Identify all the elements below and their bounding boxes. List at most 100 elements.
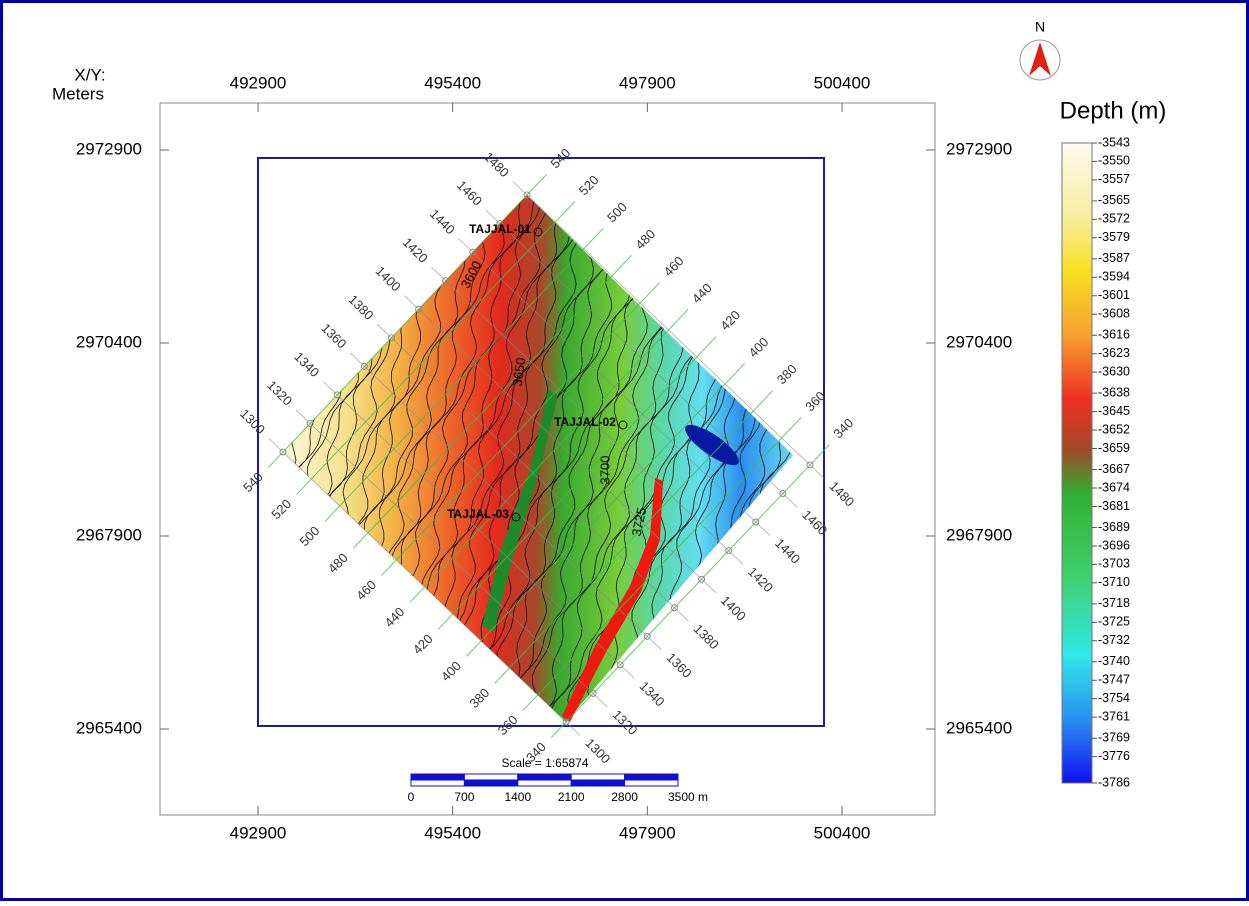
colorbar-label: -3645 — [1098, 404, 1130, 418]
colorbar-label: -3659 — [1098, 441, 1130, 455]
legend-title: Depth (m) — [1060, 97, 1167, 124]
scale-segment — [411, 774, 464, 780]
scale-segment — [625, 774, 678, 780]
scale-label: 700 — [454, 790, 474, 804]
x-tick-label: 492900 — [230, 823, 287, 842]
scale-label: 0 — [408, 790, 415, 804]
crossline-label: 540 — [547, 145, 573, 171]
y-tick-label: 2967900 — [76, 525, 142, 544]
scale-title: Scale = 1:65874 — [501, 756, 588, 770]
crossline-label: 500 — [604, 199, 630, 225]
colorbar-label: -3747 — [1098, 673, 1130, 687]
crossline-label: 380 — [774, 361, 800, 387]
inline-label: 1380 — [346, 292, 377, 323]
colorbar-label: -3732 — [1098, 633, 1130, 647]
inline-label: 1340 — [291, 349, 322, 380]
scale-label: 2100 — [558, 790, 585, 804]
colorbar-label: -3761 — [1098, 709, 1130, 723]
inline-label: 1360 — [318, 320, 349, 351]
colorbar-label: -3718 — [1098, 596, 1130, 610]
inline-label: 1400 — [373, 263, 404, 294]
colorbar-label: -3543 — [1098, 135, 1130, 149]
y-tick-label: 2972900 — [946, 139, 1012, 158]
crossline-label: 520 — [268, 496, 294, 522]
crossline-label: 380 — [466, 685, 492, 711]
inline-label: 1320 — [609, 707, 640, 738]
colorbar-label: -3689 — [1098, 520, 1130, 534]
scale-segment — [625, 780, 678, 786]
scale-segment — [571, 774, 624, 780]
colorbar-label: -3623 — [1098, 346, 1130, 360]
scale-label: 2800 — [611, 790, 638, 804]
colorbar-label: -3630 — [1098, 364, 1130, 378]
inline-label: 1460 — [799, 507, 830, 538]
inline-label: 1320 — [264, 377, 295, 408]
inline-label: 1380 — [691, 621, 722, 652]
y-tick-label: 2970400 — [946, 332, 1012, 351]
inline-label: 1440 — [427, 206, 458, 237]
colorbar-label: -3608 — [1098, 306, 1130, 320]
inline-label: 1300 — [237, 406, 268, 437]
colorbar-label: -3579 — [1098, 230, 1130, 244]
crossline-label: 520 — [576, 172, 602, 198]
colorbar-label: -3681 — [1098, 499, 1130, 513]
colorbar-label: -3594 — [1098, 270, 1130, 284]
colorbar-label: -3776 — [1098, 749, 1130, 763]
corner-label: Meters — [52, 84, 104, 103]
colorbar-label: -3616 — [1098, 328, 1130, 342]
crossline-label: 340 — [830, 415, 856, 441]
colorbar-label: -3769 — [1098, 731, 1130, 745]
inline-label: 1400 — [718, 593, 749, 624]
scale-segment — [571, 780, 624, 786]
inline-label: 1480 — [481, 149, 512, 180]
crossline-label: 480 — [325, 550, 351, 576]
colorbar-label: -3572 — [1098, 212, 1130, 226]
crossline-label: 360 — [495, 712, 521, 738]
x-tick-label: 497900 — [619, 73, 676, 92]
x-tick-label: 495400 — [424, 823, 481, 842]
x-tick-label: 497900 — [619, 823, 676, 842]
colorbar-label: -3754 — [1098, 691, 1130, 705]
y-tick-label: 2972900 — [76, 139, 142, 158]
crossline-label: 400 — [746, 334, 772, 360]
contour-label: 3700 — [597, 456, 612, 485]
y-tick-label: 2965400 — [76, 718, 142, 737]
colorbar-label: -3550 — [1098, 154, 1130, 168]
colorbar-label: -3710 — [1098, 575, 1130, 589]
well-label: TAJJAL-02 — [554, 415, 616, 429]
well-label: TAJJAL-03 — [447, 507, 509, 521]
colorbar-label: -3674 — [1098, 480, 1130, 494]
inline-label: 1420 — [745, 564, 776, 595]
colorbar-label: -3587 — [1098, 251, 1130, 265]
crossline-label: 420 — [410, 631, 436, 657]
x-tick-label: 500400 — [814, 73, 871, 92]
scale-segment — [518, 780, 571, 786]
crossline-label: 500 — [297, 523, 323, 549]
inline-label: 1420 — [400, 235, 431, 266]
crossline-label: 540 — [240, 469, 266, 495]
colorbar-label: -3638 — [1098, 386, 1130, 400]
scale-label: 1400 — [504, 790, 531, 804]
map-page: 3403403603603803804004004204204404404604… — [0, 0, 1249, 901]
colorbar-label: -3725 — [1098, 615, 1130, 629]
north-label: N — [1035, 19, 1045, 35]
colorbar-label: -3565 — [1098, 193, 1130, 207]
crossline-label: 400 — [438, 658, 464, 684]
crossline-label: 460 — [353, 577, 379, 603]
colorbar-label: -3652 — [1098, 422, 1130, 436]
crossline-label: 420 — [717, 307, 743, 333]
crossline-label: 460 — [661, 253, 687, 279]
inline-label: 1460 — [454, 178, 485, 209]
colorbar-label: -3786 — [1098, 775, 1130, 789]
crossline-label: 440 — [381, 604, 407, 630]
colorbar-label: -3696 — [1098, 538, 1130, 552]
scale-segment — [518, 774, 571, 780]
scale-segment — [464, 780, 517, 786]
x-tick-label: 495400 — [424, 73, 481, 92]
colorbar-label: -3557 — [1098, 172, 1130, 186]
x-tick-label: 492900 — [230, 73, 287, 92]
colorbar-label: -3667 — [1098, 462, 1130, 476]
y-tick-label: 2965400 — [946, 718, 1012, 737]
colorbar-label: -3601 — [1098, 288, 1130, 302]
